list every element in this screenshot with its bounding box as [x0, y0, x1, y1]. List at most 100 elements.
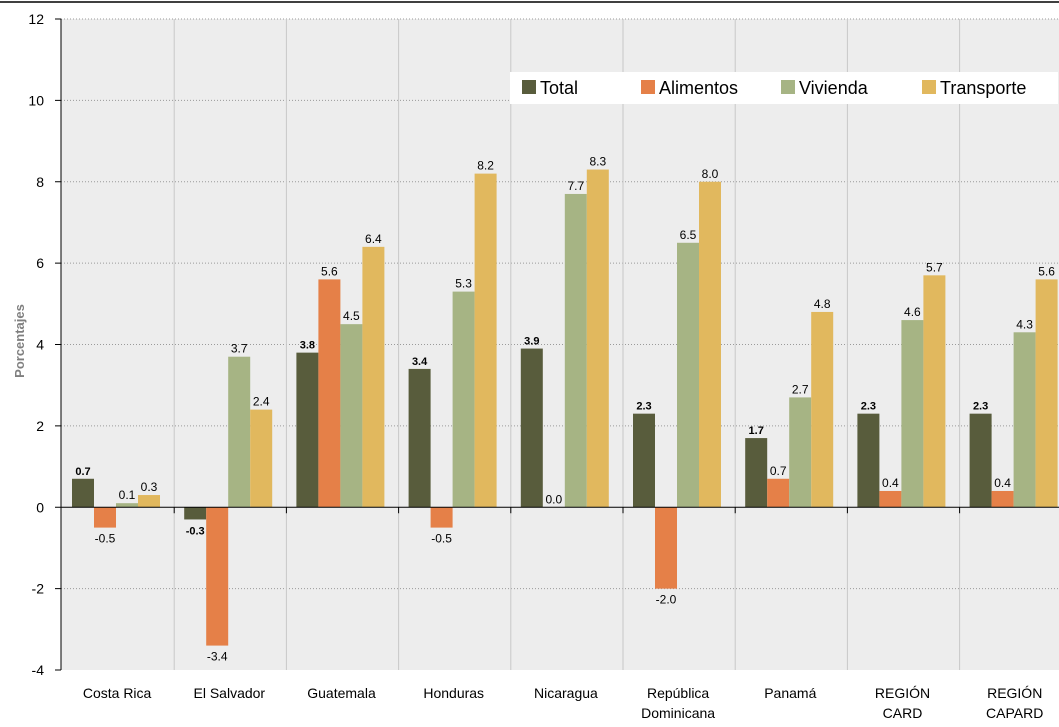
category-label: CARD — [883, 705, 923, 721]
data-label: -3.4 — [207, 650, 228, 664]
data-label: 3.4 — [412, 356, 428, 368]
bar-total — [633, 413, 655, 508]
data-label: 0.3 — [141, 480, 158, 494]
data-label: 7.7 — [567, 179, 584, 193]
bar-total — [520, 348, 543, 508]
bar-vivienda — [116, 503, 138, 508]
y-tick-label: 4 — [36, 337, 44, 353]
data-label: 3.8 — [300, 340, 315, 352]
bar-transporte — [923, 275, 946, 508]
bar-vivienda — [677, 242, 699, 508]
bar-transporte — [250, 409, 273, 508]
data-label: 6.4 — [365, 232, 382, 246]
legend: Total Alimentos Vivienda Transporte — [510, 72, 1058, 104]
legend-label: Vivienda — [799, 78, 869, 98]
bar-total — [184, 507, 207, 520]
bar-transporte — [362, 246, 385, 508]
y-tick-label: 0 — [36, 499, 44, 515]
data-label: 2.7 — [792, 382, 809, 396]
data-label: 4.5 — [343, 309, 360, 323]
y-tick-label: 2 — [36, 418, 44, 434]
data-label: -2.0 — [656, 593, 677, 607]
bar-vivienda — [789, 397, 812, 508]
data-label: 8.3 — [589, 155, 606, 169]
data-label: -0.3 — [186, 525, 205, 537]
category-separators — [173, 19, 961, 670]
bars — [72, 169, 1058, 646]
data-label: 5.3 — [455, 277, 472, 291]
legend-swatch — [522, 80, 536, 94]
x-axis-categories: Costa Rica El Salvador Guatemala Honduras Ni… — [83, 685, 1043, 721]
data-label: 0.7 — [770, 464, 787, 478]
bar-alimentos — [767, 478, 790, 508]
category-label: REGIÓN — [875, 685, 930, 701]
data-label: 2.4 — [253, 395, 270, 409]
y-tick-label: 8 — [36, 174, 44, 190]
category-label: REGIÓN — [987, 685, 1042, 701]
legend-swatch — [922, 80, 936, 94]
legend-swatch — [781, 80, 795, 94]
category-label: República — [647, 685, 709, 701]
data-label: 5.6 — [1038, 264, 1055, 278]
data-label: 4.3 — [1016, 317, 1033, 331]
y-axis-title: Porcentajes — [12, 304, 27, 378]
category-label: CAPARD — [986, 705, 1043, 721]
bar-transporte — [138, 495, 160, 508]
legend-label: Alimentos — [659, 78, 738, 98]
y-axis-ticks: -4 -2 0 2 4 6 8 10 12 — [28, 11, 62, 678]
data-label: 2.3 — [861, 401, 876, 413]
data-label: -0.5 — [431, 532, 452, 546]
bar-transporte — [586, 169, 609, 508]
y-tick-label: 6 — [36, 255, 44, 271]
category-label: Honduras — [423, 685, 484, 701]
category-label: Costa Rica — [83, 685, 152, 701]
bar-total — [857, 413, 880, 508]
y-tick-label: 12 — [28, 11, 44, 27]
data-label: 0.0 — [545, 492, 562, 506]
data-label: -0.5 — [95, 532, 116, 546]
data-label: 1.7 — [749, 425, 764, 437]
bar-vivienda — [452, 291, 475, 508]
y-tick-label: -4 — [32, 662, 45, 678]
bar-alimentos — [655, 507, 677, 589]
bar-alimentos — [991, 490, 1014, 508]
bar-vivienda — [564, 193, 587, 508]
data-label: 8.2 — [477, 159, 494, 173]
data-label: 2.3 — [636, 401, 651, 413]
data-labels: 0.7 -0.3 3.8 3.4 3.9 2.3 1.7 2.3 2.3 -0.5 -3.4 5.6 -… — [75, 155, 1055, 664]
data-label: 5.7 — [926, 260, 943, 274]
data-label: 3.7 — [231, 342, 248, 356]
category-label: Dominicana — [641, 705, 715, 721]
legend-label: Total — [540, 78, 578, 98]
bar-alimentos — [879, 490, 902, 508]
bar-alimentos — [206, 507, 229, 646]
data-label: 6.5 — [680, 228, 697, 242]
category-label: Nicaragua — [534, 685, 598, 701]
category-label: Guatemala — [307, 685, 376, 701]
bar-alimentos — [430, 507, 453, 528]
bar-vivienda — [1013, 332, 1036, 508]
bar-transporte — [474, 173, 497, 508]
bar-vivienda — [340, 324, 363, 508]
data-label: 8.0 — [702, 167, 719, 181]
y-tick-label: -2 — [32, 581, 45, 597]
category-label: Panamá — [764, 685, 816, 701]
legend-label: Transporte — [940, 78, 1026, 98]
bar-total — [745, 438, 768, 508]
bar-total — [72, 478, 94, 508]
data-label: 2.3 — [973, 401, 988, 413]
bar-vivienda — [901, 320, 924, 508]
bar-vivienda — [228, 356, 251, 508]
data-label: 3.9 — [524, 336, 539, 348]
bar-transporte — [1035, 279, 1058, 508]
legend-swatch — [641, 80, 655, 94]
category-label: El Salvador — [194, 685, 266, 701]
bar-alimentos — [318, 279, 341, 508]
bar-total — [296, 352, 319, 508]
zero-axis — [61, 506, 1059, 514]
bar-total — [408, 368, 431, 508]
bar-alimentos — [94, 507, 116, 528]
data-label: 0.7 — [75, 466, 90, 478]
data-label: 4.6 — [904, 305, 921, 319]
